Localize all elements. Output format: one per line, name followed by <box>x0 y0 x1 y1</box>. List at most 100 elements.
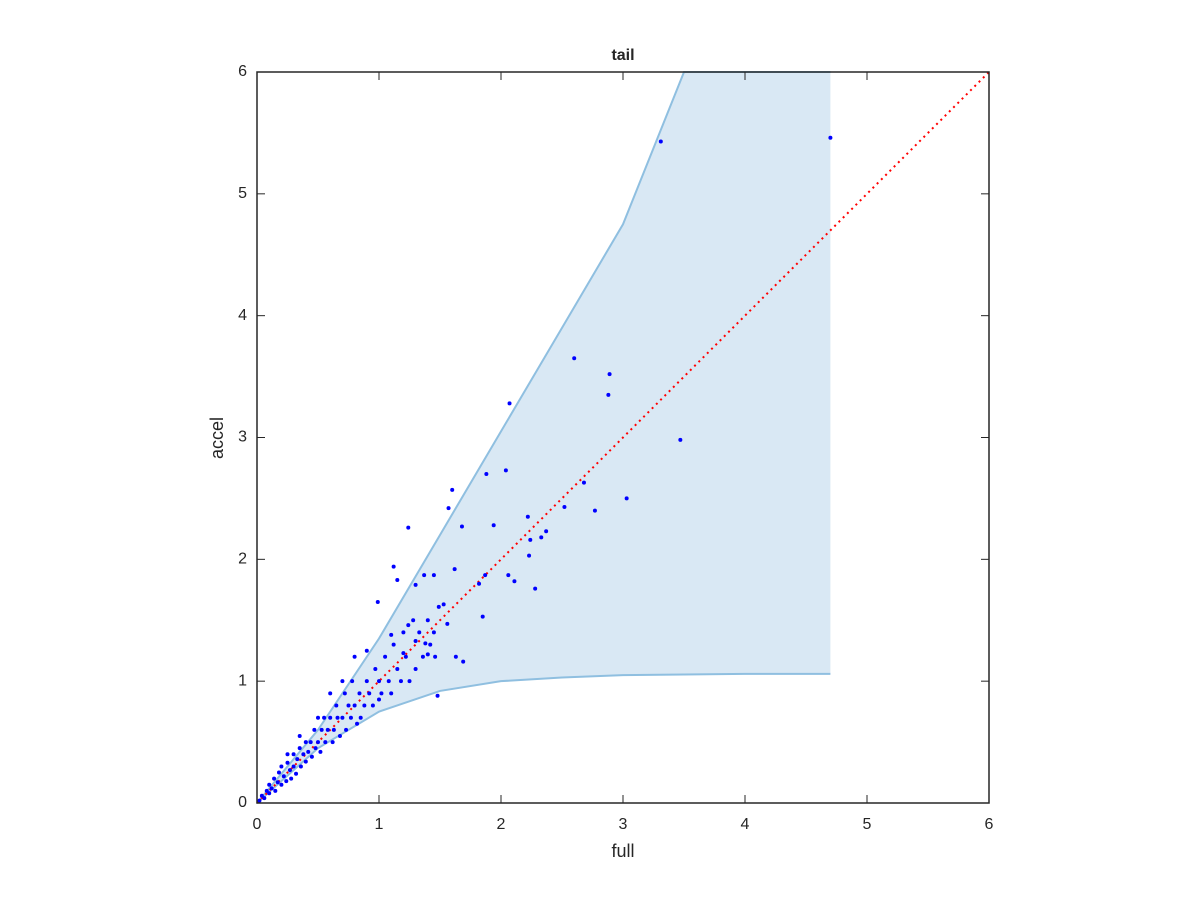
point <box>272 776 277 781</box>
x-tick-label: 4 <box>741 816 750 833</box>
point <box>484 472 489 477</box>
point <box>431 630 436 635</box>
point <box>506 573 511 578</box>
point <box>269 786 274 791</box>
point <box>331 727 336 732</box>
point <box>606 392 611 397</box>
point <box>401 651 406 656</box>
point <box>322 715 327 720</box>
y-tick-label: 2 <box>238 551 247 568</box>
point <box>364 648 369 653</box>
point <box>450 487 455 492</box>
point <box>303 740 308 745</box>
point <box>422 573 427 578</box>
point <box>318 749 323 754</box>
x-tick-label: 6 <box>985 816 994 833</box>
point <box>297 733 302 738</box>
band-lower-edge <box>256 672 831 804</box>
point <box>433 654 438 659</box>
point <box>528 537 533 542</box>
y-tick-label: 1 <box>238 672 247 689</box>
point <box>316 740 320 745</box>
point <box>358 715 363 720</box>
x-tick-label: 0 <box>253 816 262 833</box>
point <box>403 654 408 659</box>
x-tick-label: 3 <box>619 816 628 833</box>
point <box>425 618 430 623</box>
point <box>340 679 345 684</box>
point <box>335 715 340 720</box>
point <box>491 523 496 528</box>
point <box>316 715 320 720</box>
point <box>562 504 567 509</box>
point <box>539 535 544 540</box>
point <box>309 754 314 759</box>
x-tick-label: 5 <box>863 816 872 833</box>
point <box>391 642 396 647</box>
point <box>452 567 457 572</box>
point <box>375 599 380 604</box>
point <box>533 586 538 591</box>
point <box>284 779 289 784</box>
point <box>525 514 530 519</box>
point <box>325 727 330 732</box>
point <box>262 796 267 801</box>
point <box>441 602 446 607</box>
point <box>391 564 396 569</box>
point <box>294 771 299 776</box>
point <box>383 654 388 659</box>
point <box>445 621 450 626</box>
point <box>344 727 349 732</box>
point <box>264 788 269 793</box>
point <box>319 727 324 732</box>
point <box>428 642 433 647</box>
point <box>379 691 384 696</box>
point <box>275 780 280 785</box>
point <box>367 691 372 696</box>
point <box>406 525 411 530</box>
y-tick-label: 0 <box>238 794 247 811</box>
point <box>306 749 311 754</box>
point <box>279 782 284 787</box>
point <box>370 703 375 708</box>
point <box>350 679 355 684</box>
point <box>377 697 381 702</box>
point <box>461 659 466 664</box>
point <box>273 788 278 793</box>
point <box>259 793 264 798</box>
point <box>425 652 430 657</box>
point <box>453 654 458 659</box>
point <box>357 691 362 696</box>
point <box>346 703 351 708</box>
point <box>420 654 425 659</box>
chart-title: tail <box>611 47 634 64</box>
point <box>362 703 367 708</box>
point <box>373 666 378 671</box>
y-tick-label: 4 <box>238 307 247 324</box>
point <box>581 480 586 485</box>
point <box>257 798 262 803</box>
point <box>313 746 318 751</box>
point <box>279 764 284 769</box>
point <box>512 579 517 584</box>
point <box>395 578 400 583</box>
point <box>267 782 272 787</box>
point <box>527 553 532 558</box>
point <box>389 632 394 637</box>
band-fill <box>257 72 831 803</box>
point <box>477 581 482 586</box>
point <box>411 618 416 623</box>
point <box>417 630 422 635</box>
point <box>658 139 663 144</box>
point <box>459 524 464 529</box>
point <box>289 776 294 781</box>
point <box>389 691 394 696</box>
point <box>285 760 290 765</box>
point <box>398 679 403 684</box>
point <box>352 654 357 659</box>
point <box>828 135 833 140</box>
point <box>303 759 308 764</box>
point <box>276 770 281 775</box>
point <box>624 496 629 501</box>
